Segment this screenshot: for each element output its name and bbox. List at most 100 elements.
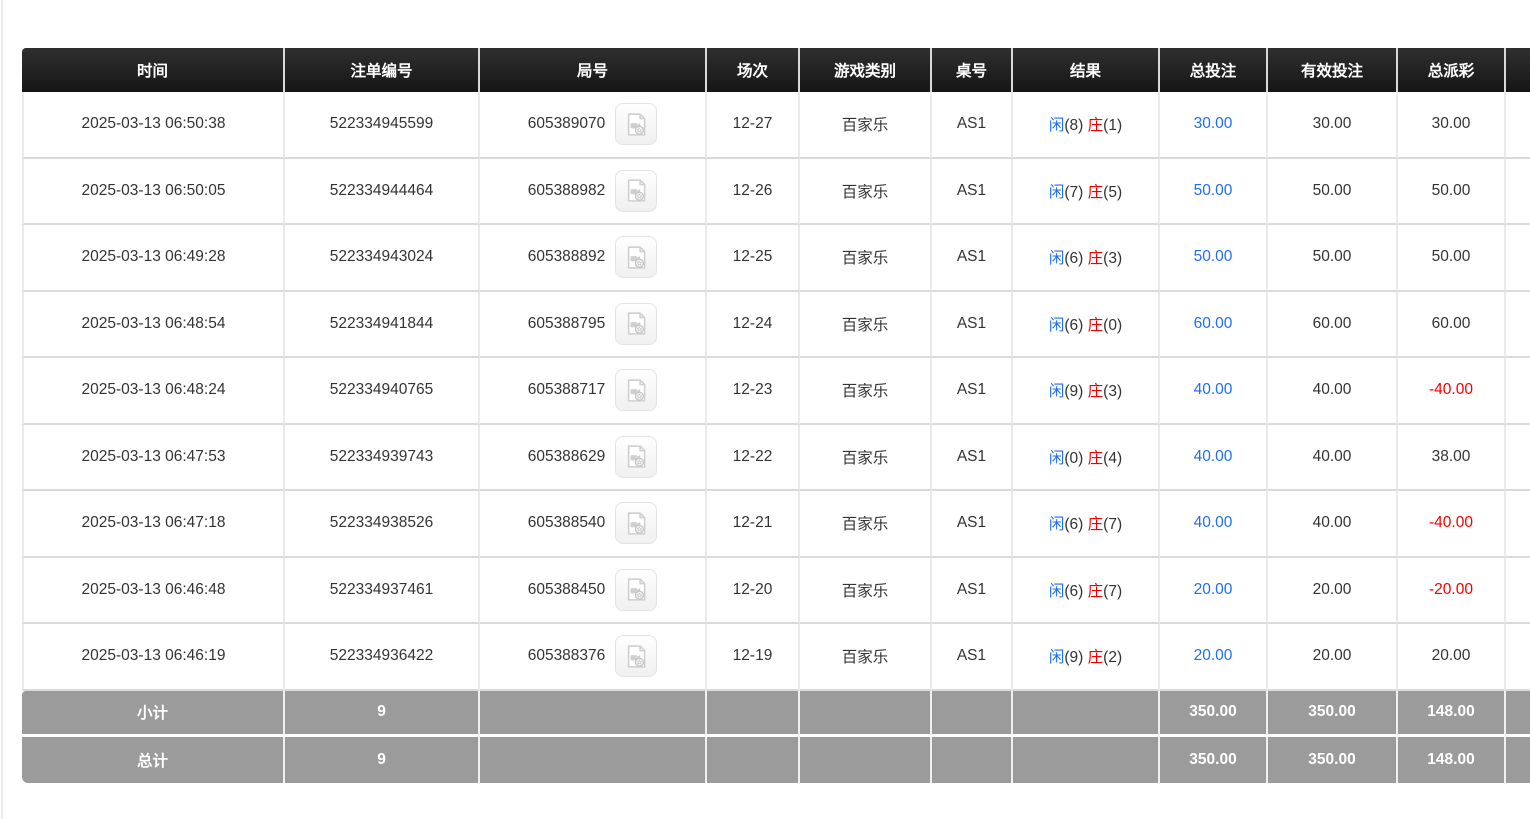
video-icon [623,443,650,470]
table-row: 2025-03-13 06:50:38 522334945599 605389070… [22,92,1530,159]
result-player-label: 闲 [1048,383,1065,401]
video-replay-button[interactable] [615,502,658,545]
round-inner: 605388629 [527,435,658,478]
footer-total-bet: 350.00 [1160,690,1268,737]
cell-valid-bet: 60.00 [1268,291,1398,358]
cell-extra [1506,557,1530,624]
cell-total-bet[interactable]: 20.00 [1160,557,1268,624]
cell-round: 605388376 [480,624,707,691]
result-banker-label: 庄 [1087,582,1104,600]
video-replay-button[interactable] [615,103,658,146]
cell-table-no: AS1 [932,158,1013,225]
cell-total-payout: 50.00 [1398,158,1506,225]
video-replay-button[interactable] [615,236,658,279]
table-header: 时间 注单编号 局号 场次 游戏类别 桌号 结果 总投注 有效投注 总派彩 [22,48,1530,92]
cell-result: 闲(7) 庄(5) [1013,158,1160,225]
round-inner: 605388450 [527,568,658,611]
video-replay-button[interactable] [615,302,658,345]
cell-total-bet[interactable]: 40.00 [1160,424,1268,491]
round-number: 605388540 [527,514,606,532]
result-banker-points: (5) [1103,183,1123,201]
table-row: 2025-03-13 06:50:05 522334944464 605388982… [22,158,1530,225]
cell-valid-bet: 20.00 [1268,557,1398,624]
column-header-round: 局号 [480,48,707,92]
cell-time: 2025-03-13 06:47:18 [22,491,285,558]
cell-table-no: AS1 [932,225,1013,292]
cell-total-bet[interactable]: 50.00 [1160,158,1268,225]
video-replay-button[interactable] [615,169,658,212]
cell-session: 12-24 [707,291,800,358]
cell-bet-id: 522334936422 [285,624,480,691]
cell-round: 605388795 [480,291,707,358]
footer-result [1013,690,1160,737]
cell-result: 闲(6) 庄(7) [1013,557,1160,624]
result-player-label: 闲 [1048,582,1065,600]
cell-total-payout: 60.00 [1398,291,1506,358]
table-row: 2025-03-13 06:48:24 522334940765 605388717… [22,358,1530,425]
round-number: 605388629 [527,447,606,465]
round-inner: 605388982 [527,169,658,212]
footer-total-payout: 148.00 [1398,736,1506,783]
video-replay-button[interactable] [615,635,658,678]
cell-table-no: AS1 [932,491,1013,558]
cell-table-no: AS1 [932,291,1013,358]
table-row: 2025-03-13 06:46:48 522334937461 605388450… [22,557,1530,624]
cell-result: 闲(8) 庄(1) [1013,92,1160,159]
cell-table-no: AS1 [932,358,1013,425]
result-banker-label: 庄 [1087,117,1104,135]
column-header-table_no: 桌号 [932,48,1013,92]
round-inner: 605388376 [528,635,658,678]
result-banker-label: 庄 [1087,183,1104,201]
cell-session: 12-22 [707,424,800,491]
subtotal-row: 小计 9 350.00 350.00 148.00 [22,690,1530,737]
video-replay-button[interactable] [615,568,658,611]
result-player-label: 闲 [1048,316,1065,334]
round-number: 605388450 [527,580,606,598]
cell-total-bet[interactable]: 20.00 [1160,624,1268,691]
column-header-time: 时间 [22,48,285,92]
cell-total-payout: 50.00 [1398,225,1506,292]
result-banker-points: (3) [1103,250,1123,268]
footer-session [707,736,800,783]
cell-total-bet[interactable]: 60.00 [1160,291,1268,358]
cell-bet-id: 522334938526 [285,491,480,558]
cell-total-bet[interactable]: 40.00 [1160,358,1268,425]
cell-bet-id: 522334944464 [285,158,480,225]
cell-total-bet[interactable]: 50.00 [1160,225,1268,292]
cell-game-type: 百家乐 [800,557,932,624]
column-header-total_bet: 总投注 [1160,48,1268,92]
footer-table-no [932,690,1013,737]
result-banker-label: 庄 [1087,449,1104,467]
cell-time: 2025-03-13 06:48:54 [22,291,285,358]
cell-result: 闲(9) 庄(2) [1013,624,1160,691]
cell-game-type: 百家乐 [800,624,932,691]
column-header-bet_id: 注单编号 [285,48,480,92]
cell-total-bet[interactable]: 30.00 [1160,92,1268,159]
round-number: 605388982 [527,181,606,199]
video-replay-button[interactable] [615,435,658,478]
video-replay-button[interactable] [615,369,658,412]
footer-game-type [800,736,932,783]
result-player-points: (7) [1064,183,1084,201]
column-header-total_payout: 总派彩 [1398,48,1506,92]
footer-label: 总计 [22,736,285,783]
result-banker-points: (4) [1103,449,1123,467]
footer-round [480,736,707,783]
cell-result: 闲(9) 庄(3) [1013,358,1160,425]
result-banker-label: 庄 [1087,250,1104,268]
cell-game-type: 百家乐 [800,424,932,491]
cell-extra [1506,291,1530,358]
cell-total-payout: 38.00 [1398,424,1506,491]
table-row: 2025-03-13 06:49:28 522334943024 605388892… [22,225,1530,292]
cell-game-type: 百家乐 [800,358,932,425]
cell-total-bet[interactable]: 40.00 [1160,491,1268,558]
column-header-result: 结果 [1013,48,1160,92]
footer-label: 小计 [22,690,285,737]
cell-round: 605388540 [480,491,707,558]
result-player-label: 闲 [1048,449,1065,467]
cell-valid-bet: 50.00 [1268,225,1398,292]
cell-time: 2025-03-13 06:46:48 [22,557,285,624]
round-inner: 605388540 [527,502,658,545]
page: 时间 注单编号 局号 场次 游戏类别 桌号 结果 总投注 有效投注 总派彩 2025-03-13 … [22,48,1530,783]
cell-bet-id: 522334940765 [285,358,480,425]
